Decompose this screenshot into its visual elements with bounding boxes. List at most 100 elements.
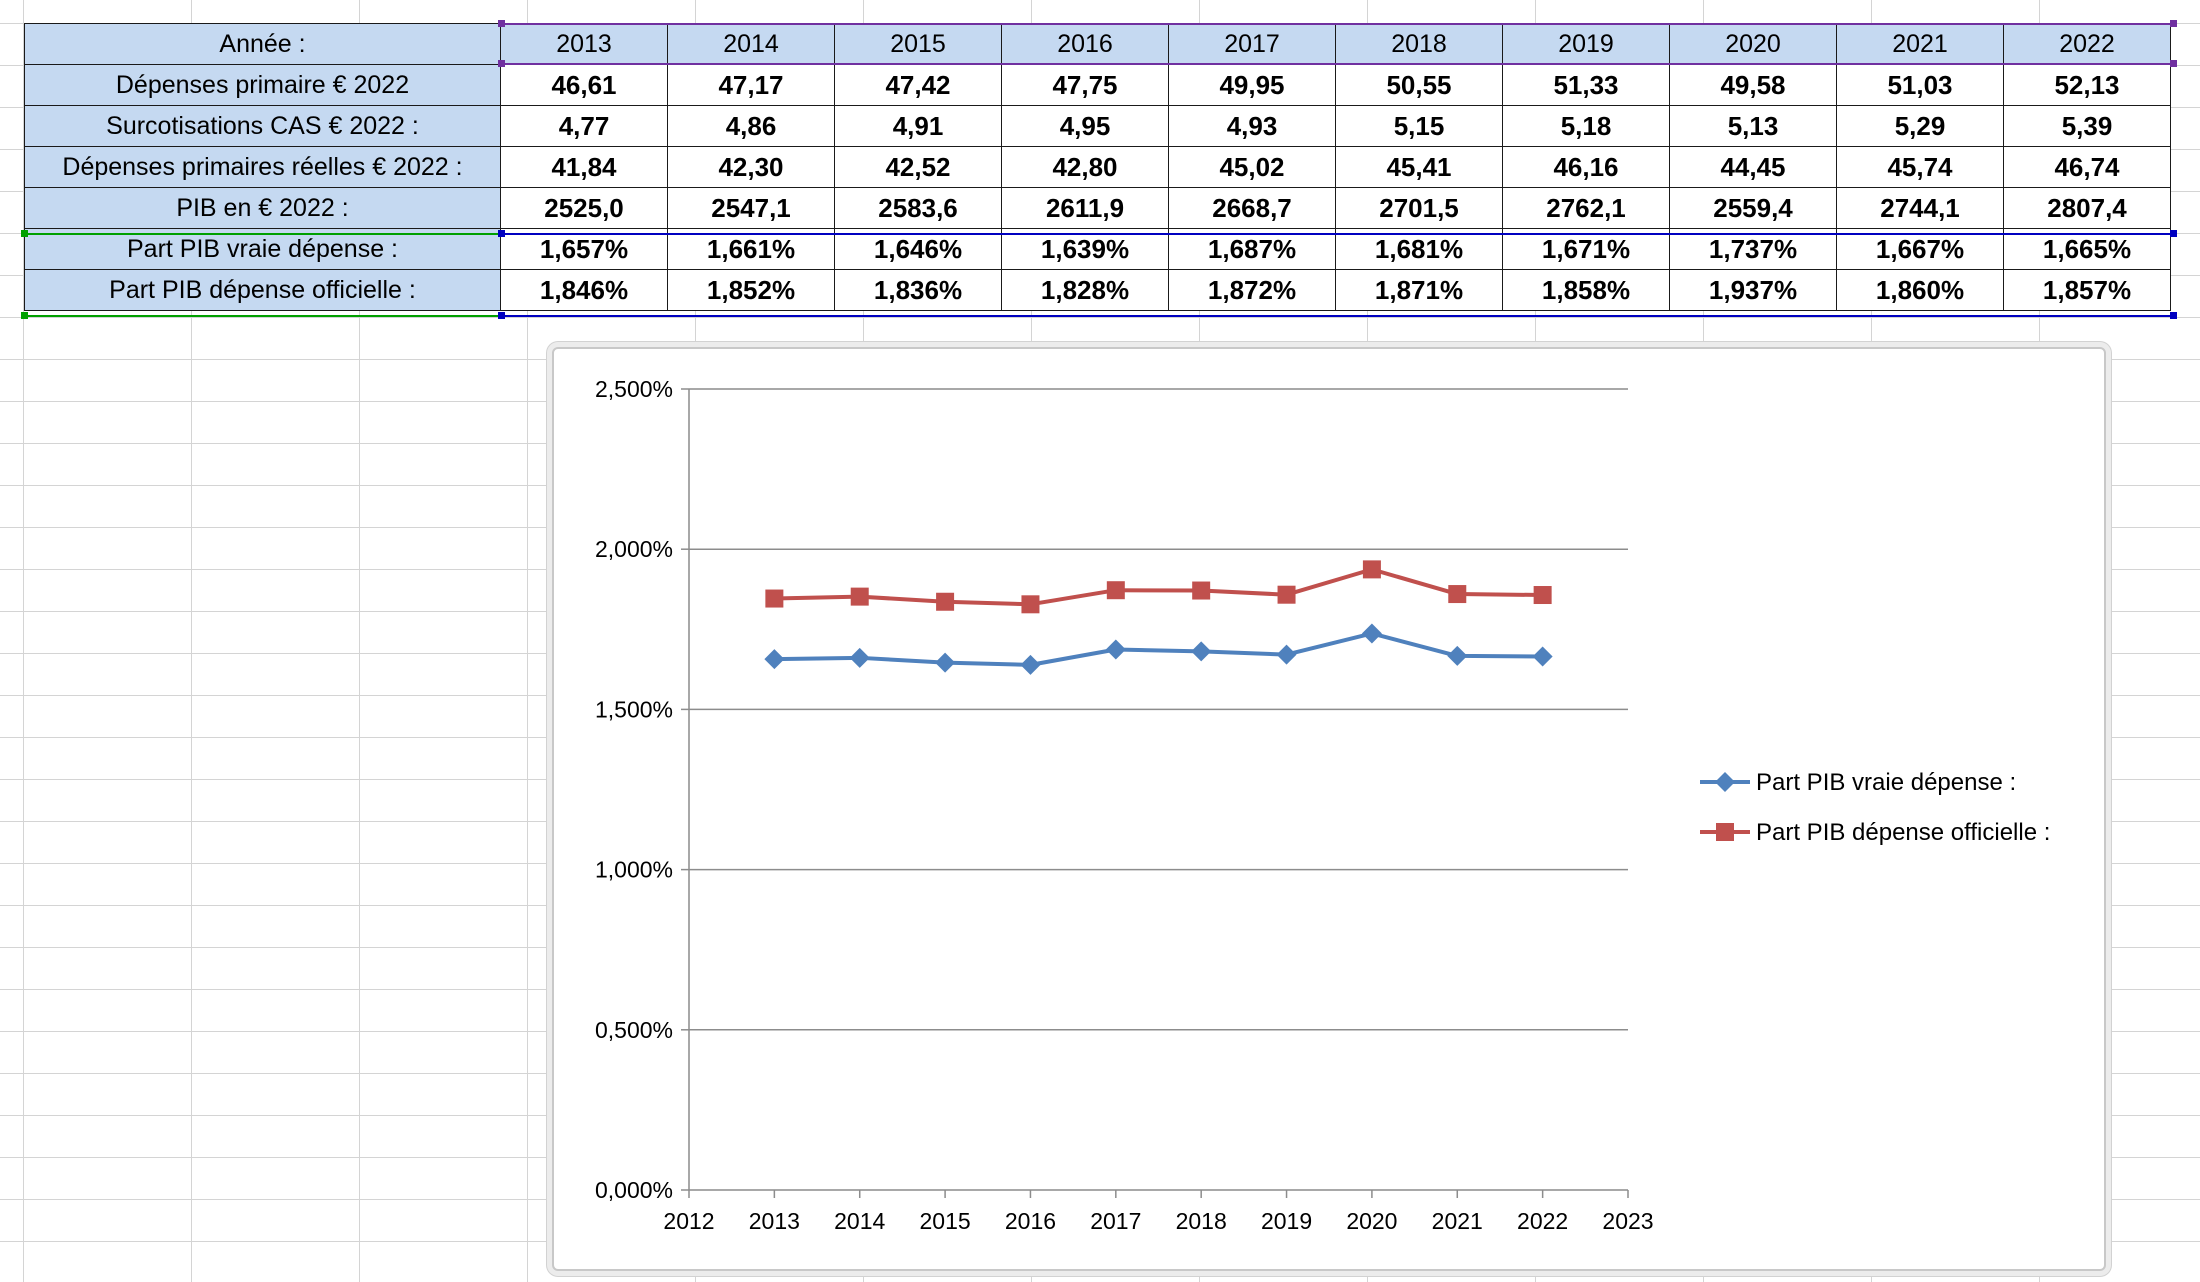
- value-cell[interactable]: 4,91: [834, 105, 1002, 147]
- value-cell[interactable]: 2744,1: [1836, 187, 2004, 229]
- year-header-cell[interactable]: 2014: [667, 23, 835, 65]
- value-cell[interactable]: 5,15: [1335, 105, 1503, 147]
- year-header-cell[interactable]: 2021: [1836, 23, 2004, 65]
- value-cell[interactable]: 1,737%: [1669, 228, 1837, 270]
- line-chart[interactable]: 0,000% 0,500% 1,000% 1,500% 2,000% 2,500% 2012…: [554, 349, 2104, 1269]
- range-handle[interactable]: [21, 312, 28, 319]
- year-header-cell[interactable]: 2022: [2003, 23, 2171, 65]
- value-cell[interactable]: 42,52: [834, 146, 1002, 188]
- value-cell[interactable]: 2547,1: [667, 187, 835, 229]
- range-handle[interactable]: [2170, 20, 2177, 27]
- value-cell[interactable]: 51,33: [1502, 64, 1670, 106]
- value-cell[interactable]: 45,02: [1168, 146, 1336, 188]
- value-cell[interactable]: 4,95: [1001, 105, 1169, 147]
- value-cell[interactable]: 2762,1: [1502, 187, 1670, 229]
- range-handle[interactable]: [498, 312, 505, 319]
- value-cell[interactable]: 49,95: [1168, 64, 1336, 106]
- range-handle[interactable]: [21, 230, 28, 237]
- year-header-cell[interactable]: 2013: [500, 23, 668, 65]
- value-cell[interactable]: 5,29: [1836, 105, 2004, 147]
- value-cell[interactable]: 1,857%: [2003, 269, 2171, 311]
- x-tick-label: 2019: [1261, 1208, 1312, 1234]
- value-cell[interactable]: 2611,9: [1001, 187, 1169, 229]
- series-line: [774, 631, 1543, 667]
- value-cell[interactable]: 1,858%: [1502, 269, 1670, 311]
- value-cell[interactable]: 1,846%: [500, 269, 668, 311]
- data-point-square: [1362, 560, 1381, 579]
- value-cell[interactable]: 45,74: [1836, 146, 2004, 188]
- value-cell[interactable]: 1,665%: [2003, 228, 2171, 270]
- value-cell[interactable]: 1,667%: [1836, 228, 2004, 270]
- value-cell[interactable]: 1,639%: [1001, 228, 1169, 270]
- range-handle[interactable]: [498, 20, 505, 27]
- value-cell[interactable]: 1,852%: [667, 269, 835, 311]
- range-handle[interactable]: [2170, 60, 2177, 67]
- value-cell[interactable]: 46,74: [2003, 146, 2171, 188]
- value-cell[interactable]: 47,17: [667, 64, 835, 106]
- year-header-cell[interactable]: 2019: [1502, 23, 1670, 65]
- value-cell[interactable]: 50,55: [1335, 64, 1503, 106]
- value-cell[interactable]: 1,681%: [1335, 228, 1503, 270]
- value-cell[interactable]: 5,39: [2003, 105, 2171, 147]
- range-handle[interactable]: [2170, 230, 2177, 237]
- data-point-diamond: [1191, 641, 1212, 662]
- year-header-cell[interactable]: 2018: [1335, 23, 1503, 65]
- value-cell[interactable]: 46,61: [500, 64, 668, 106]
- row-label-cell[interactable]: PIB en € 2022 :: [24, 187, 501, 229]
- year-header-cell[interactable]: 2015: [834, 23, 1002, 65]
- year-header-cell[interactable]: 2017: [1168, 23, 1336, 65]
- value-cell[interactable]: 46,16: [1502, 146, 1670, 188]
- value-cell[interactable]: 1,661%: [667, 228, 835, 270]
- value-cell[interactable]: 52,13: [2003, 64, 2171, 106]
- row-label-cell[interactable]: Surcotisations CAS € 2022 :: [24, 105, 501, 147]
- range-handle[interactable]: [498, 230, 505, 237]
- value-cell[interactable]: 42,80: [1001, 146, 1169, 188]
- value-cell[interactable]: 1,671%: [1502, 228, 1670, 270]
- data-table[interactable]: Année :2013 2014 2015 2016 2017 2018 2019 2020 2…: [24, 23, 2171, 311]
- value-cell[interactable]: 51,03: [1836, 64, 2004, 106]
- row-label-cell[interactable]: Dépenses primaire € 2022: [24, 64, 501, 106]
- x-tick-label: 2014: [834, 1208, 885, 1234]
- value-cell[interactable]: 1,871%: [1335, 269, 1503, 311]
- value-cell[interactable]: 4,77: [500, 105, 668, 147]
- value-cell[interactable]: 1,646%: [834, 228, 1002, 270]
- value-cell[interactable]: 1,687%: [1168, 228, 1336, 270]
- value-cell[interactable]: 2525,0: [500, 187, 668, 229]
- year-header-cell[interactable]: 2016: [1001, 23, 1169, 65]
- value-cell[interactable]: 42,30: [667, 146, 835, 188]
- year-header-cell[interactable]: 2020: [1669, 23, 1837, 65]
- range-handle[interactable]: [498, 60, 505, 67]
- value-cell[interactable]: 49,58: [1669, 64, 1837, 106]
- row-label-cell[interactable]: Part PIB vraie dépense :: [24, 228, 501, 270]
- series-line: [774, 567, 1543, 607]
- row-label-cell[interactable]: Part PIB dépense officielle :: [24, 269, 501, 311]
- value-cell[interactable]: 2807,4: [2003, 187, 2171, 229]
- value-cell[interactable]: 4,93: [1168, 105, 1336, 147]
- chart-object[interactable]: 0,000% 0,500% 1,000% 1,500% 2,000% 2,500% 2012…: [552, 347, 2106, 1271]
- value-cell[interactable]: 2583,6: [834, 187, 1002, 229]
- row-label-cell[interactable]: Année :: [24, 23, 501, 65]
- value-cell[interactable]: 41,84: [500, 146, 668, 188]
- value-cell[interactable]: 2668,7: [1168, 187, 1336, 229]
- table-row: Dépenses primaires réelles € 2022 :41,84…: [24, 146, 2171, 188]
- value-cell[interactable]: 2701,5: [1335, 187, 1503, 229]
- value-cell[interactable]: 4,86: [667, 105, 835, 147]
- value-cell[interactable]: 5,18: [1502, 105, 1670, 147]
- value-cell[interactable]: 47,42: [834, 64, 1002, 106]
- value-cell[interactable]: 1,937%: [1669, 269, 1837, 311]
- range-handle[interactable]: [2170, 312, 2177, 319]
- value-cell[interactable]: 45,41: [1335, 146, 1503, 188]
- value-cell[interactable]: 1,872%: [1168, 269, 1336, 311]
- green-range-bottom: [24, 315, 501, 317]
- value-cell[interactable]: 1,836%: [834, 269, 1002, 311]
- value-cell[interactable]: 47,75: [1001, 64, 1169, 106]
- value-cell[interactable]: 2559,4: [1669, 187, 1837, 229]
- purple-range-top: [501, 23, 2175, 25]
- row-label-cell[interactable]: Dépenses primaires réelles € 2022 :: [24, 146, 501, 188]
- value-cell[interactable]: 44,45: [1669, 146, 1837, 188]
- value-cell[interactable]: 1,860%: [1836, 269, 2004, 311]
- value-cell[interactable]: 5,13: [1669, 105, 1837, 147]
- value-cell[interactable]: 1,828%: [1001, 269, 1169, 311]
- data-point-diamond: [1020, 654, 1041, 675]
